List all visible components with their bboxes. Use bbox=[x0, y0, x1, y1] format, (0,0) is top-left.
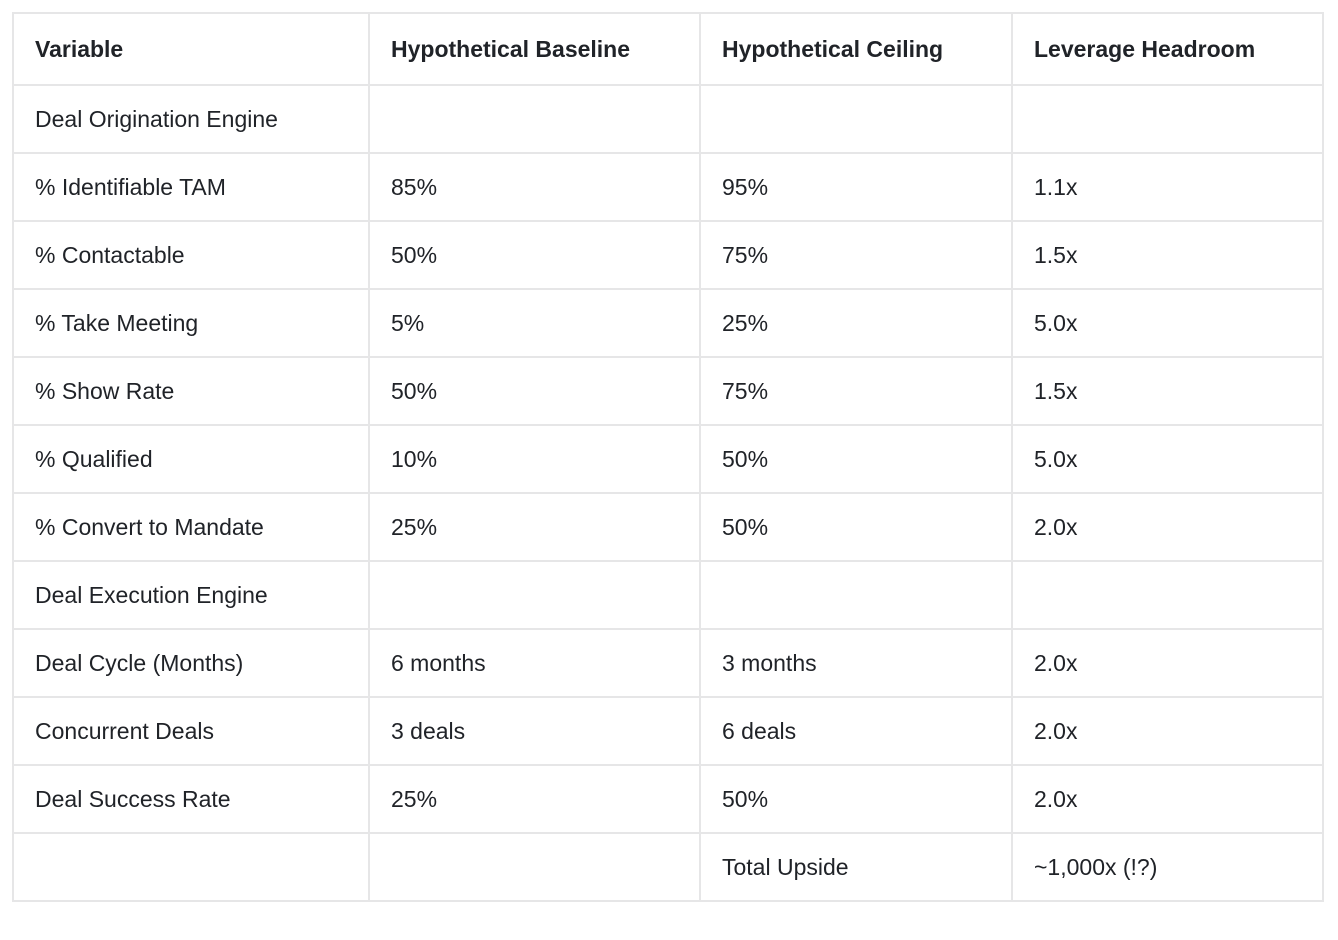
cell-ceiling: 3 months bbox=[699, 628, 1013, 698]
cell-ceiling: 6 deals bbox=[699, 696, 1013, 766]
cell-baseline bbox=[368, 84, 701, 154]
table-row: % Contactable 50% 75% 1.5x bbox=[12, 220, 1324, 290]
cell-headroom: 2.0x bbox=[1011, 492, 1324, 562]
cell-variable: Deal Origination Engine bbox=[12, 84, 370, 154]
table-container: Variable Hypothetical Baseline Hypothetica… bbox=[12, 12, 1324, 902]
cell-ceiling bbox=[699, 84, 1013, 154]
cell-headroom: 1.5x bbox=[1011, 356, 1324, 426]
cell-variable: Deal Cycle (Months) bbox=[12, 628, 370, 698]
cell-ceiling: 95% bbox=[699, 152, 1013, 222]
cell-ceiling bbox=[699, 560, 1013, 630]
header-row: Variable Hypothetical Baseline Hypothetica… bbox=[12, 12, 1324, 86]
total-row: Total Upside ~1,000x (!?) bbox=[12, 832, 1324, 902]
cell-headroom: 5.0x bbox=[1011, 288, 1324, 358]
cell-baseline: 50% bbox=[368, 220, 701, 290]
cell-variable: % Take Meeting bbox=[12, 288, 370, 358]
cell-headroom bbox=[1011, 84, 1324, 154]
column-header-2: Hypothetical Baseline bbox=[368, 12, 701, 86]
column-header-4: Leverage Headroom bbox=[1011, 12, 1324, 86]
cell-baseline: 3 deals bbox=[368, 696, 701, 766]
table-row: Concurrent Deals 3 deals 6 deals 2.0x bbox=[12, 696, 1324, 766]
cell-variable: % Convert to Mandate bbox=[12, 492, 370, 562]
cell-baseline bbox=[368, 832, 701, 902]
table-row: % Show Rate 50% 75% 1.5x bbox=[12, 356, 1324, 426]
table-row: Deal Cycle (Months) 6 months 3 months 2.0x bbox=[12, 628, 1324, 698]
cell-headroom: 2.0x bbox=[1011, 696, 1324, 766]
cell-headroom: ~1,000x (!?) bbox=[1011, 832, 1324, 902]
cell-baseline: 6 months bbox=[368, 628, 701, 698]
column-header-1: Variable bbox=[12, 12, 370, 86]
table-body: Deal Origination Engine% Identifiable TA… bbox=[12, 84, 1324, 902]
cell-headroom: 5.0x bbox=[1011, 424, 1324, 494]
table-row: Deal Success Rate 25% 50% 2.0x bbox=[12, 764, 1324, 834]
cell-baseline: 85% bbox=[368, 152, 701, 222]
table-row: % Take Meeting 5% 25% 5.0x bbox=[12, 288, 1324, 358]
cell-baseline: 10% bbox=[368, 424, 701, 494]
cell-headroom: 2.0x bbox=[1011, 628, 1324, 698]
cell-variable: Deal Execution Engine bbox=[12, 560, 370, 630]
table-row: % Identifiable TAM 85% 95% 1.1x bbox=[12, 152, 1324, 222]
cell-variable: % Identifiable TAM bbox=[12, 152, 370, 222]
cell-baseline: 5% bbox=[368, 288, 701, 358]
cell-headroom: 1.1x bbox=[1011, 152, 1324, 222]
section-row: Deal Origination Engine bbox=[12, 84, 1324, 154]
cell-ceiling: 50% bbox=[699, 764, 1013, 834]
cell-variable: % Contactable bbox=[12, 220, 370, 290]
cell-baseline bbox=[368, 560, 701, 630]
cell-ceiling: Total Upside bbox=[699, 832, 1013, 902]
table-row: % Qualified 10% 50% 5.0x bbox=[12, 424, 1324, 494]
cell-ceiling: 75% bbox=[699, 356, 1013, 426]
cell-ceiling: 50% bbox=[699, 424, 1013, 494]
cell-headroom bbox=[1011, 560, 1324, 630]
column-header-3: Hypothetical Ceiling bbox=[699, 12, 1013, 86]
leverage-headroom-table: Variable Hypothetical Baseline Hypothetica… bbox=[12, 12, 1324, 902]
cell-baseline: 50% bbox=[368, 356, 701, 426]
cell-baseline: 25% bbox=[368, 764, 701, 834]
cell-headroom: 1.5x bbox=[1011, 220, 1324, 290]
cell-ceiling: 50% bbox=[699, 492, 1013, 562]
cell-variable: Deal Success Rate bbox=[12, 764, 370, 834]
cell-ceiling: 25% bbox=[699, 288, 1013, 358]
cell-baseline: 25% bbox=[368, 492, 701, 562]
cell-variable bbox=[12, 832, 370, 902]
cell-variable: % Show Rate bbox=[12, 356, 370, 426]
cell-ceiling: 75% bbox=[699, 220, 1013, 290]
table-row: % Convert to Mandate 25% 50% 2.0x bbox=[12, 492, 1324, 562]
section-row: Deal Execution Engine bbox=[12, 560, 1324, 630]
cell-variable: Concurrent Deals bbox=[12, 696, 370, 766]
cell-headroom: 2.0x bbox=[1011, 764, 1324, 834]
cell-variable: % Qualified bbox=[12, 424, 370, 494]
